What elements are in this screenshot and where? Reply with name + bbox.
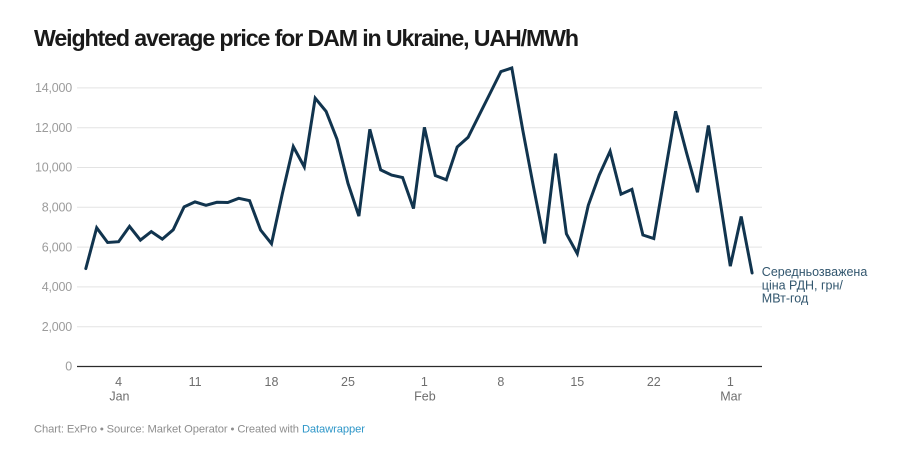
svg-text:15: 15 (570, 375, 584, 389)
svg-text:0: 0 (65, 360, 72, 374)
svg-text:8: 8 (497, 375, 504, 389)
svg-text:Chart: ExPro • Source: Market: Chart: ExPro • Source: Market Operator •… (34, 424, 365, 436)
svg-text:6,000: 6,000 (42, 240, 73, 254)
svg-text:11: 11 (189, 375, 202, 389)
svg-text:Jan: Jan (109, 390, 129, 404)
svg-text:14,000: 14,000 (35, 81, 72, 95)
svg-text:18: 18 (265, 375, 279, 389)
svg-text:1: 1 (727, 375, 734, 389)
svg-text:8,000: 8,000 (42, 201, 73, 215)
svg-text:4: 4 (115, 375, 122, 389)
svg-text:22: 22 (647, 375, 661, 389)
svg-text:Mar: Mar (720, 390, 742, 404)
svg-text:12,000: 12,000 (35, 121, 72, 135)
svg-text:10,000: 10,000 (35, 161, 72, 175)
svg-text:25: 25 (341, 375, 355, 389)
svg-text:МВт-год: МВт-год (762, 292, 809, 306)
svg-text:1: 1 (421, 375, 428, 389)
svg-text:4,000: 4,000 (42, 280, 73, 294)
svg-text:Середньозважена: Середньозважена (762, 265, 868, 279)
svg-text:Feb: Feb (414, 390, 436, 404)
svg-text:ціна РДН, грн/: ціна РДН, грн/ (762, 278, 844, 292)
svg-text:2,000: 2,000 (42, 320, 73, 334)
